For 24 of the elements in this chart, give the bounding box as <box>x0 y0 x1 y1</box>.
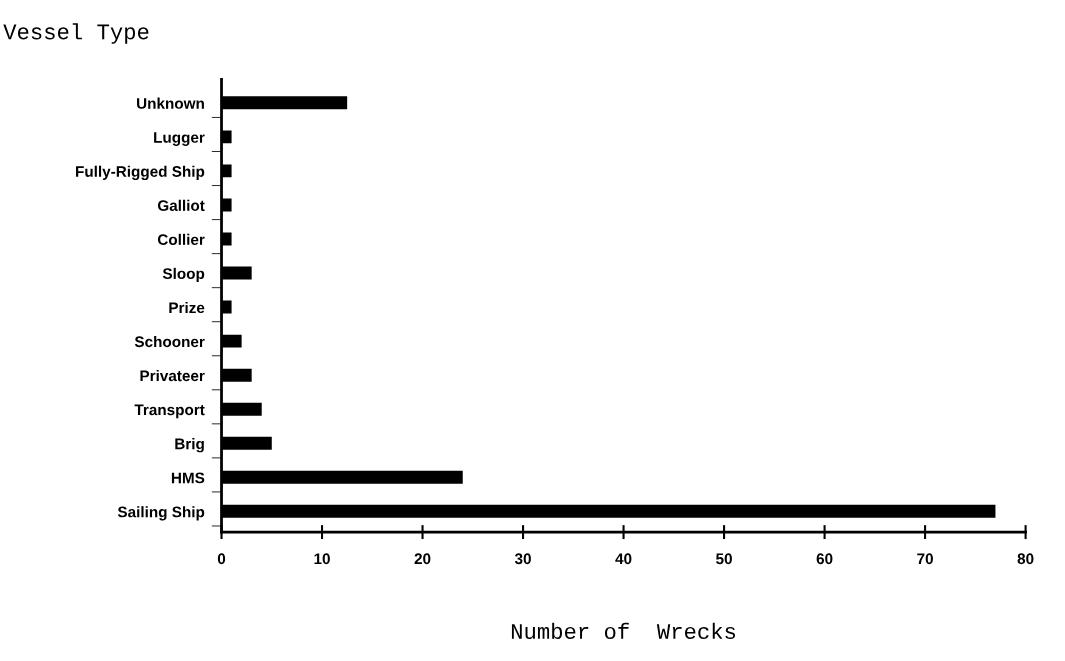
y-axis-title: Vessel Type <box>3 23 149 44</box>
x-tick-label: 20 <box>414 553 431 565</box>
x-tick-label: 70 <box>917 553 933 565</box>
y-tick-label: Brig <box>175 438 204 453</box>
x-tick-label: 80 <box>1017 553 1034 565</box>
y-tick-label: Privateer <box>140 369 205 382</box>
y-tick-label: Galliot <box>157 199 205 211</box>
x-tick-label: 40 <box>615 553 632 565</box>
y-tick-label: Collier <box>157 233 205 246</box>
x-tick-label: 10 <box>314 553 330 565</box>
x-tick-label: 60 <box>816 553 833 565</box>
x-tick-label: 50 <box>716 553 732 565</box>
y-tick-label: Unknown <box>137 97 204 109</box>
y-tick-label: Lugger <box>154 132 205 146</box>
y-tick-label: HMS <box>171 472 205 484</box>
y-tick-label: Transport <box>134 404 205 419</box>
y-tick-label: Sloop <box>162 267 205 283</box>
y-tick-label: Fully-Rigged Ship <box>76 165 205 181</box>
x-axis-title: Number of Wrecks <box>511 622 736 640</box>
x-tick-label: 30 <box>514 553 531 565</box>
y-tick-label: Prize <box>169 301 205 314</box>
x-tick-label: 0 <box>217 553 226 565</box>
y-tick-label: Schooner <box>134 335 205 348</box>
y-tick-label: Sailing Ship <box>117 506 205 521</box>
